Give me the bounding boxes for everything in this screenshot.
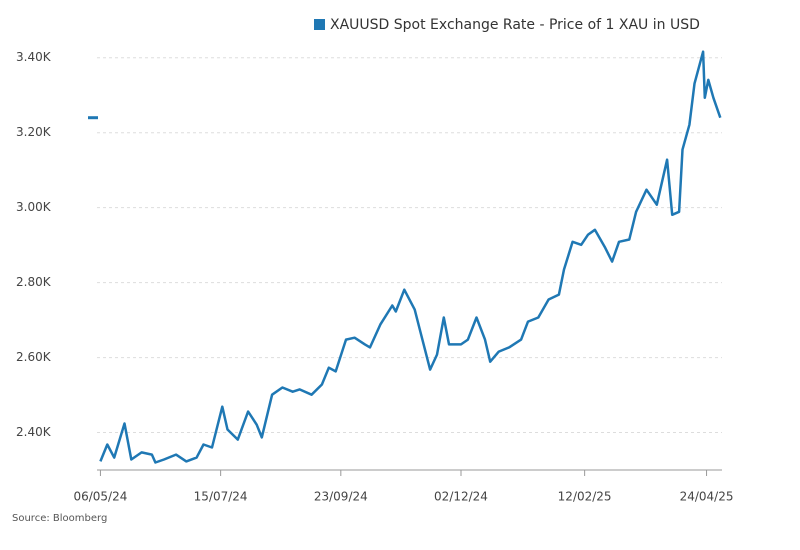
y-tick-label: 2.80K — [16, 275, 52, 289]
y-tick-label: 2.60K — [16, 350, 52, 364]
x-tick-label: 02/12/24 — [434, 490, 488, 504]
legend-label: XAUUSD Spot Exchange Rate - Price of 1 X… — [330, 17, 700, 33]
y-tick-label: 3.20K — [16, 125, 52, 139]
source: Source: Bloomberg — [12, 513, 107, 524]
y-tick-label: 3.40K — [16, 50, 52, 64]
price-line — [99, 50, 722, 464]
x-tick-label: 06/05/24 — [73, 490, 127, 504]
y-tick-label: 3.00K — [16, 200, 52, 214]
x-tick-label: 15/07/24 — [194, 490, 248, 504]
legend-swatch — [314, 19, 325, 30]
x-tick-label: 24/04/25 — [680, 490, 734, 504]
y-tick-label: 2.40K — [16, 425, 52, 439]
x-tick-label: 23/09/24 — [314, 490, 368, 504]
x-tick-label: 12/02/25 — [558, 490, 612, 504]
